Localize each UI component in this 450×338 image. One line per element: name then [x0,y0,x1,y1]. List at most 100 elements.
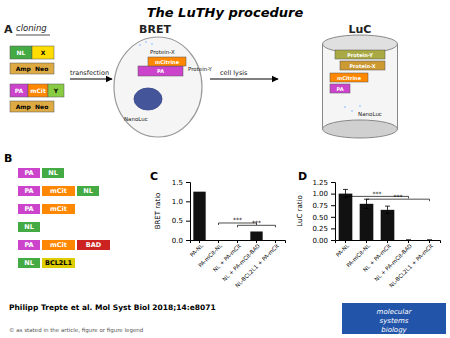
construct-box [42,186,75,196]
tick-label: 0.50 [312,214,328,222]
bar [339,194,353,240]
schematic-label: NanoLuc [124,116,148,122]
bar [269,240,281,241]
schematic-label: NanoLuc [358,111,382,117]
panel-b: BPANLPAmCitNLPAmCitNLPAmCitBADNLBCL2L1 [4,152,110,268]
bar [231,240,243,241]
bar [381,210,395,240]
construct-label: PA [157,68,164,74]
tick-label: PA-NL [335,242,351,258]
construct-box [42,168,64,178]
construct-box [48,84,64,97]
figure: The LuTHy procedureAcloningNLXAmp NeoPAm… [0,0,450,338]
dot [151,43,153,45]
construct-box [148,57,186,66]
construct-label: PA [336,86,343,92]
tick: 1.5 [172,179,190,187]
tick: 1.25 [312,179,335,187]
construct-label: Amp Neo [16,103,49,111]
tick-label: PA-NL [189,242,205,258]
significance-label: *** [373,190,382,197]
construct-label: NL [48,169,58,177]
arrow [210,78,278,79]
panel-label: D [298,170,307,183]
construct-label: Protein-Y [347,52,373,58]
construct-box [10,46,32,59]
tick: 0.75 [312,202,335,210]
construct-box [32,46,54,59]
tick-label: NL-BCL2L1 + PA-mCit [388,242,435,289]
construct-box [10,84,28,97]
tick: NL-BCL2L1 + PA-mCit [388,240,435,289]
bar [212,240,224,241]
construct-label: mCit [50,241,67,249]
copyright: © as stated in the article, figure or fi… [9,327,143,334]
construct-label: Y [53,87,59,94]
tick-mark [186,240,190,241]
tick: 1.0 [172,198,190,206]
axis-title: LuC ratio [296,195,304,226]
construct-box [77,240,110,250]
cylinder-body [323,44,398,129]
citation: Philipp Trepte et al. Mol Syst Biol 2018… [9,303,216,312]
x-axis: PA-NLPA-mCit-NLNL + PA-mCitNL + PA-mCit-… [189,240,286,289]
significance-label: *** [233,216,242,223]
construct-box [10,101,54,112]
cell [114,37,202,137]
construct-box [18,258,40,268]
construct-box [28,84,48,97]
tick-mark [186,201,190,202]
tick-mark [331,182,335,183]
panel-a: AcloningNLXAmp NeoPAmCitYAmp Neotransfec… [4,23,398,138]
tick-mark [186,221,190,222]
construct-box [18,186,40,196]
axis-line [331,183,336,241]
tick-mark [331,205,335,206]
construct-box [18,222,40,232]
tick-mark [331,194,335,195]
construct-label: Amp Neo [16,65,49,73]
tick-label: NL-BCL2L1 + PA-mCit [234,242,281,289]
background [0,0,450,338]
construct-box [18,168,40,178]
tick-label: 0.25 [312,225,328,233]
logo-box [342,303,446,334]
tick: PA-NL [189,240,205,258]
tick-label: 0.0 [172,237,183,245]
tick: 0.25 [312,225,335,233]
nucleus [134,88,162,110]
construct-label: NL [24,259,34,267]
marks [193,192,262,240]
panel-label: C [150,170,158,183]
axis-title: BRET ratio [154,193,162,230]
construct-label: mCit [50,187,67,195]
construct-box [77,186,99,196]
construct-label: X [41,49,46,56]
construct-label: PA [24,187,33,195]
bar [360,204,374,240]
construct-label: BAD [86,241,102,249]
construct-box [10,63,54,74]
construct-box [330,73,368,82]
bar [193,192,205,240]
significance-label: *** [252,219,261,226]
schematic-label: Protein-X [150,49,175,55]
tick-label: 0.75 [312,202,328,210]
construct-label: NL [17,49,26,56]
schematic-label: cloning [16,23,47,33]
logo-text: biology [381,326,407,334]
construct-box [42,204,75,214]
tick: PA-NL [335,240,351,258]
dot [351,110,353,112]
significance-label: *** [394,193,403,200]
bar [250,231,262,240]
underline [16,35,50,36]
construct-box [138,66,183,76]
construct-label: PA [24,205,33,213]
axis-line [191,241,286,244]
construct-label: BCL2L1 [45,259,73,267]
construct-label: PA [15,87,24,94]
tick-mark [331,240,335,241]
tick-label: 1.5 [172,179,183,187]
tick-label: 1.25 [312,179,328,187]
